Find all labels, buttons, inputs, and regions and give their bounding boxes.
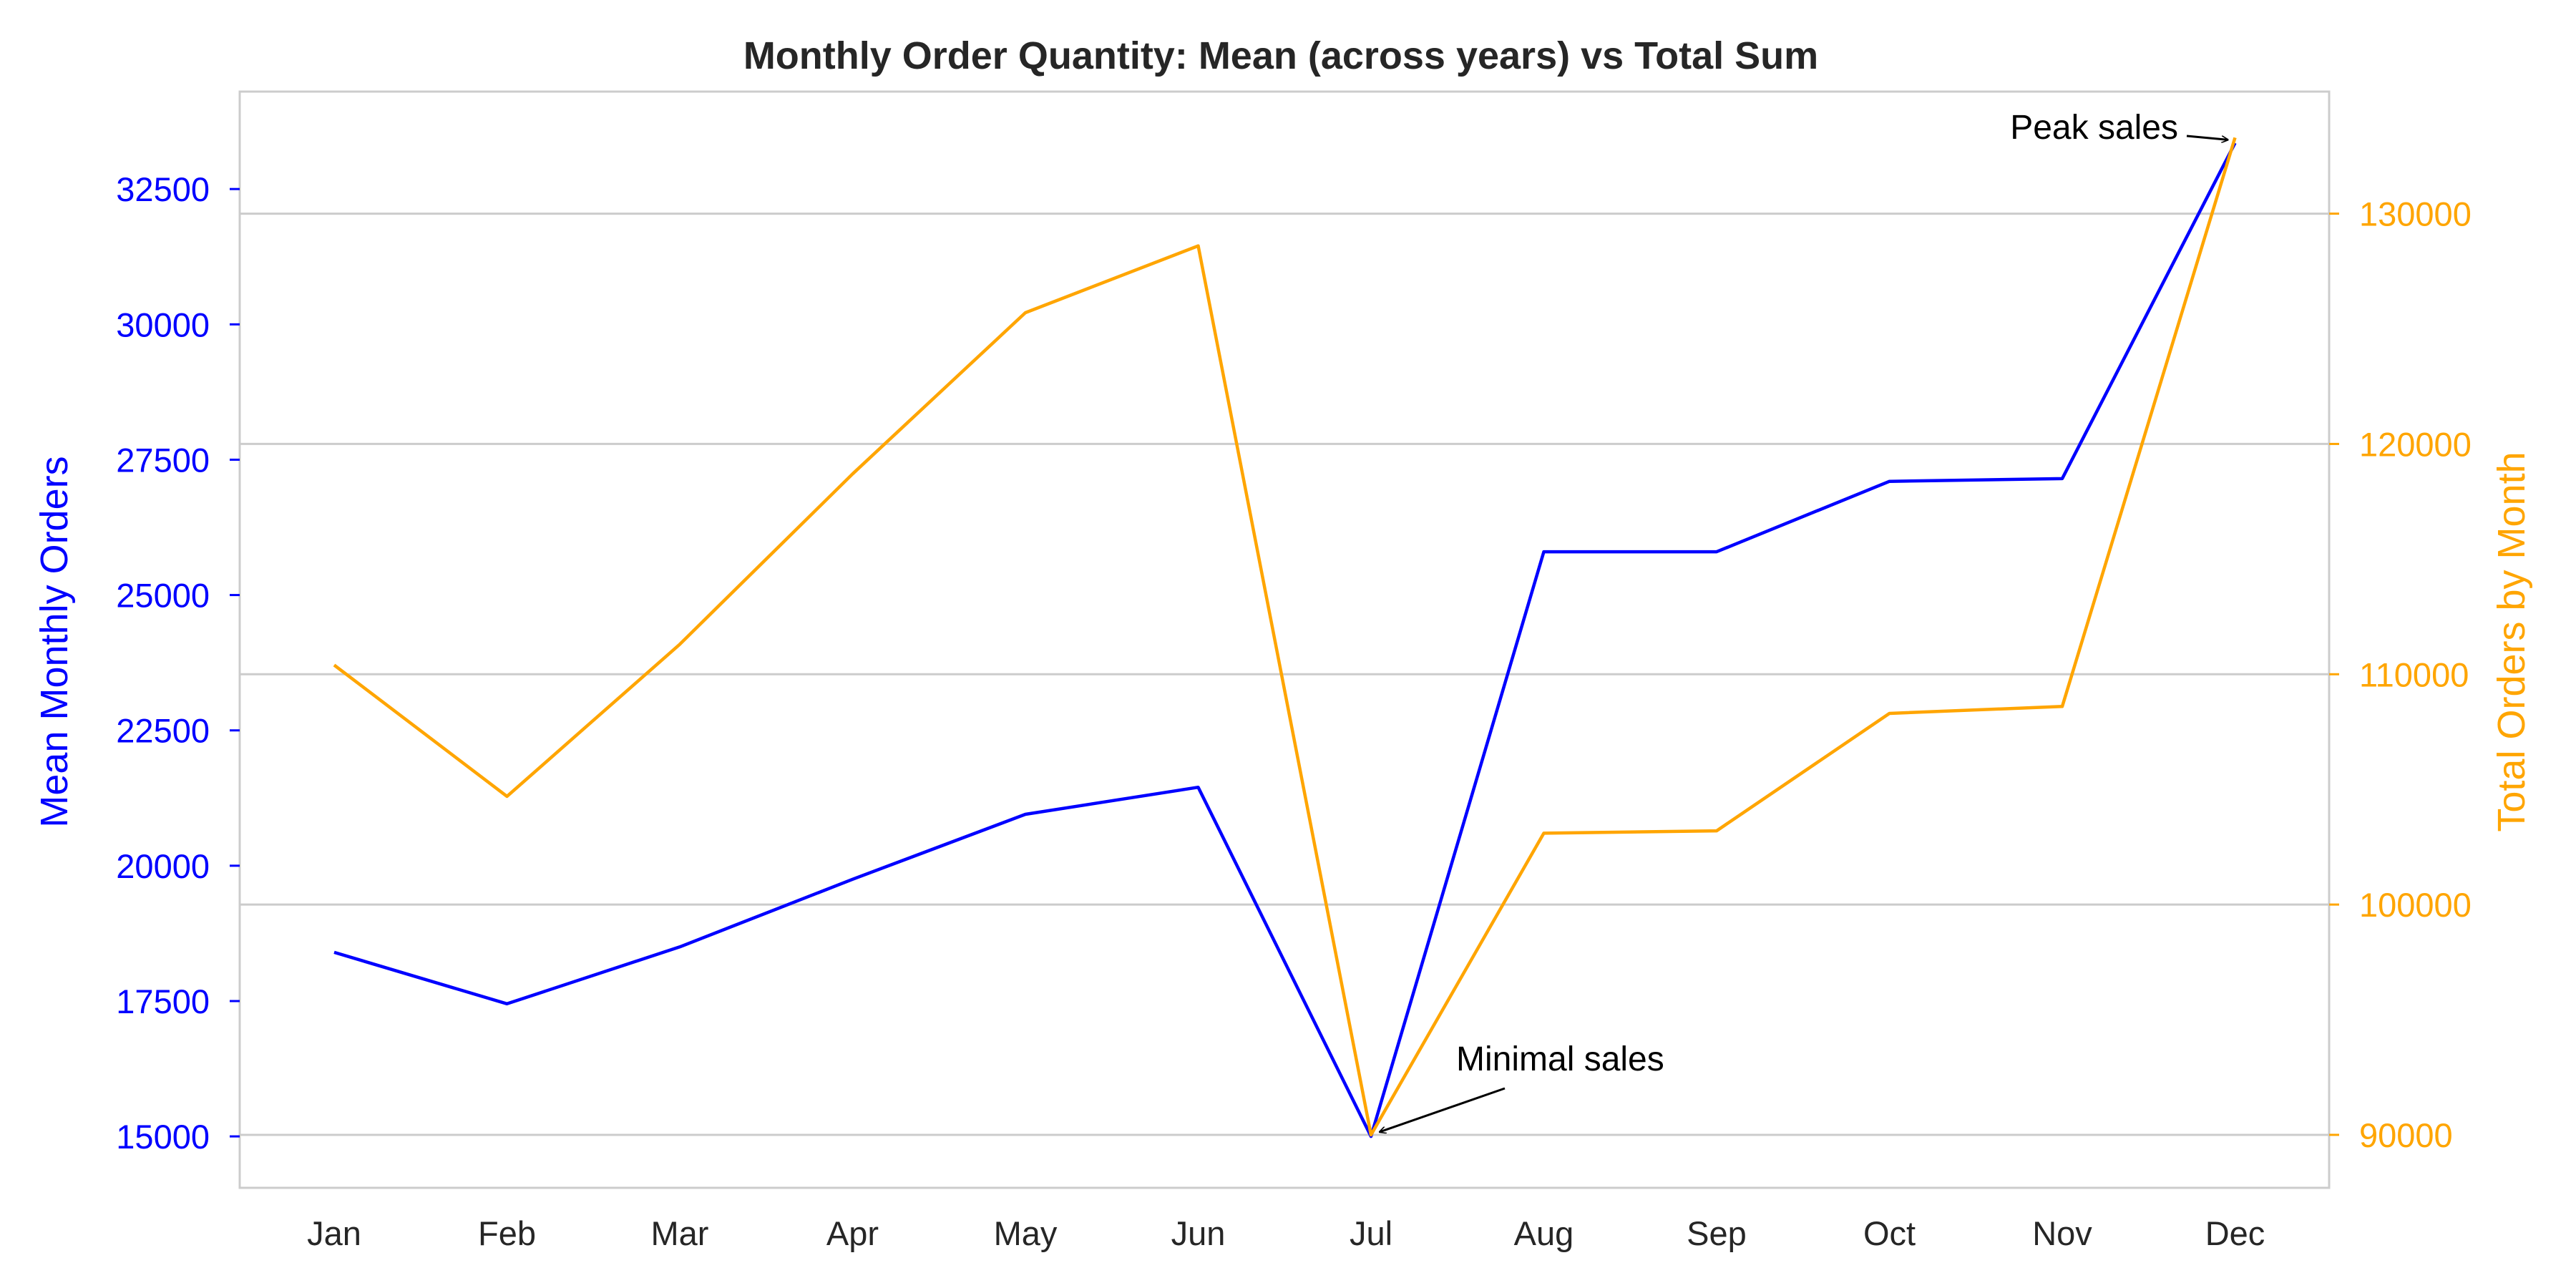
x-tick-label-jan: Jan bbox=[307, 1214, 361, 1252]
x-tick-label-sep: Sep bbox=[1687, 1214, 1747, 1252]
right-tick-label-100000: 100000 bbox=[2359, 886, 2472, 924]
grid-layer bbox=[240, 213, 2329, 1136]
annotation-layer: Peak sales Minimal sales bbox=[1380, 109, 2228, 1132]
right-y-axis-label: Total Orders by Month bbox=[2490, 452, 2533, 831]
plot-frame-rect bbox=[238, 90, 2331, 1189]
x-tick-label-jul: Jul bbox=[1350, 1214, 1392, 1252]
left-tick-label-22500: 22500 bbox=[116, 712, 210, 750]
series-line-left bbox=[333, 142, 2237, 1138]
x-tick-label-mar: Mar bbox=[651, 1214, 709, 1252]
left-tick-label-17500: 17500 bbox=[116, 982, 210, 1020]
series-layer bbox=[333, 137, 2237, 1138]
x-tick-label-may: May bbox=[994, 1214, 1058, 1252]
right-tick-label-130000: 130000 bbox=[2359, 195, 2472, 233]
annotation-minimal-sales: Minimal sales bbox=[1456, 1040, 1664, 1078]
x-axis-ticks: Jan Feb Mar Apr May Jun Jul Aug Sep Oct Nov Dec bbox=[307, 1214, 2265, 1252]
annotation-arrow-peak-sales bbox=[2186, 135, 2228, 140]
right-tick-label-110000: 110000 bbox=[2359, 655, 2469, 693]
x-tick-label-feb: Feb bbox=[478, 1214, 536, 1252]
x-tick-label-dec: Dec bbox=[2205, 1214, 2265, 1252]
chart-title: Monthly Order Quantity: Mean (across yea… bbox=[743, 34, 1818, 77]
left-y-axis-ticks: 15000 17500 20000 22500 25000 27500 30000 32500 bbox=[116, 170, 240, 1156]
x-tick-label-oct: Oct bbox=[1863, 1214, 1916, 1252]
plot-frame bbox=[238, 90, 2331, 1189]
left-tick-label-25000: 25000 bbox=[116, 577, 210, 615]
left-tick-label-20000: 20000 bbox=[116, 847, 210, 885]
x-tick-label-apr: Apr bbox=[826, 1214, 879, 1252]
left-tick-label-30000: 30000 bbox=[116, 306, 210, 343]
left-tick-label-27500: 27500 bbox=[116, 441, 210, 479]
right-tick-label-90000: 90000 bbox=[2359, 1116, 2453, 1154]
x-tick-label-nov: Nov bbox=[2032, 1214, 2092, 1252]
left-tick-label-32500: 32500 bbox=[116, 170, 210, 208]
x-tick-label-aug: Aug bbox=[1514, 1214, 1574, 1252]
annotation-arrow-minimal-sales bbox=[1380, 1087, 1506, 1132]
left-y-axis-label: Mean Monthly Orders bbox=[33, 456, 76, 827]
left-tick-label-15000: 15000 bbox=[116, 1118, 210, 1156]
series-line-right bbox=[333, 137, 2237, 1137]
x-tick-label-jun: Jun bbox=[1171, 1214, 1226, 1252]
right-y-axis-ticks: 90000 100000 110000 120000 130000 bbox=[2329, 195, 2472, 1154]
annotation-peak-sales: Peak sales bbox=[2010, 109, 2178, 147]
right-tick-label-120000: 120000 bbox=[2359, 425, 2472, 463]
